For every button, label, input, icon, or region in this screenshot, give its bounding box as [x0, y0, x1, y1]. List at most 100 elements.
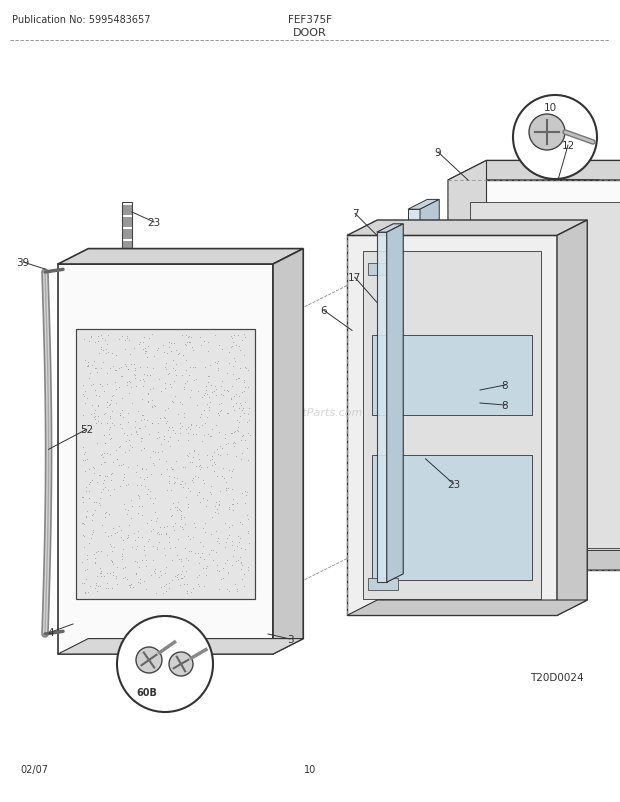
Point [105, 538, 115, 551]
Point [138, 409, 148, 422]
Point [195, 460, 205, 472]
Point [151, 515, 161, 528]
Point [105, 448, 115, 460]
Point [77, 577, 87, 589]
Point [99, 570, 109, 583]
Point [100, 480, 110, 493]
Point [233, 553, 243, 566]
Point [230, 437, 240, 450]
Point [179, 578, 188, 591]
Point [237, 518, 247, 531]
Point [149, 565, 159, 578]
Point [79, 529, 89, 541]
Point [231, 339, 241, 352]
Point [223, 367, 232, 380]
Point [144, 533, 154, 545]
Point [91, 336, 100, 349]
Point [154, 431, 164, 444]
Point [90, 411, 100, 423]
Point [206, 545, 216, 557]
Point [169, 362, 179, 375]
Point [174, 496, 184, 509]
Point [128, 500, 138, 512]
Point [125, 579, 135, 592]
Point [202, 411, 212, 424]
Point [100, 407, 110, 419]
Point [211, 546, 221, 559]
Point [221, 476, 231, 488]
Polygon shape [372, 456, 532, 581]
Point [80, 564, 90, 577]
Point [176, 513, 186, 526]
Text: T20D0024: T20D0024 [530, 672, 583, 683]
Point [156, 385, 166, 398]
Point [242, 442, 252, 455]
Point [164, 341, 174, 354]
Circle shape [529, 115, 565, 151]
Point [213, 407, 223, 420]
Point [241, 362, 251, 375]
Point [181, 423, 191, 435]
Point [147, 329, 157, 342]
Point [175, 478, 185, 491]
Point [229, 545, 239, 557]
Point [199, 403, 209, 416]
Point [95, 499, 105, 512]
Point [195, 339, 205, 352]
Point [210, 456, 219, 469]
Point [226, 427, 236, 440]
Point [122, 330, 131, 343]
Point [154, 453, 164, 466]
Point [102, 577, 112, 589]
Point [182, 577, 192, 590]
Point [91, 389, 101, 402]
Point [242, 486, 252, 499]
Point [95, 378, 105, 391]
Point [147, 417, 157, 430]
Point [180, 477, 190, 490]
Point [153, 447, 163, 460]
Polygon shape [122, 277, 132, 288]
Point [90, 363, 100, 375]
Point [190, 547, 200, 560]
Point [170, 427, 180, 440]
Point [197, 546, 206, 559]
Point [106, 554, 116, 567]
Point [161, 585, 171, 597]
Point [182, 565, 192, 577]
Point [83, 360, 93, 373]
Point [123, 461, 133, 474]
Point [197, 391, 206, 404]
Point [102, 470, 112, 483]
Point [197, 435, 207, 448]
Polygon shape [557, 221, 587, 616]
Point [116, 459, 126, 472]
Point [148, 457, 158, 470]
Point [244, 415, 254, 427]
Point [85, 580, 95, 593]
Point [182, 336, 192, 349]
Text: 8: 8 [502, 400, 508, 411]
Point [200, 387, 210, 399]
Text: 23: 23 [447, 480, 460, 489]
Point [86, 332, 95, 345]
Point [220, 427, 230, 440]
Point [228, 498, 238, 511]
Point [139, 544, 149, 557]
Point [215, 565, 224, 578]
Point [170, 364, 180, 377]
Point [115, 418, 125, 431]
Point [188, 345, 198, 358]
Polygon shape [122, 265, 132, 276]
Point [133, 531, 143, 544]
Point [108, 522, 118, 535]
Point [162, 520, 172, 533]
Point [144, 428, 154, 441]
Point [91, 404, 100, 417]
Point [162, 484, 172, 497]
Point [142, 369, 152, 382]
Point [215, 485, 225, 498]
Point [105, 412, 115, 425]
Polygon shape [415, 334, 425, 343]
Point [159, 587, 169, 600]
